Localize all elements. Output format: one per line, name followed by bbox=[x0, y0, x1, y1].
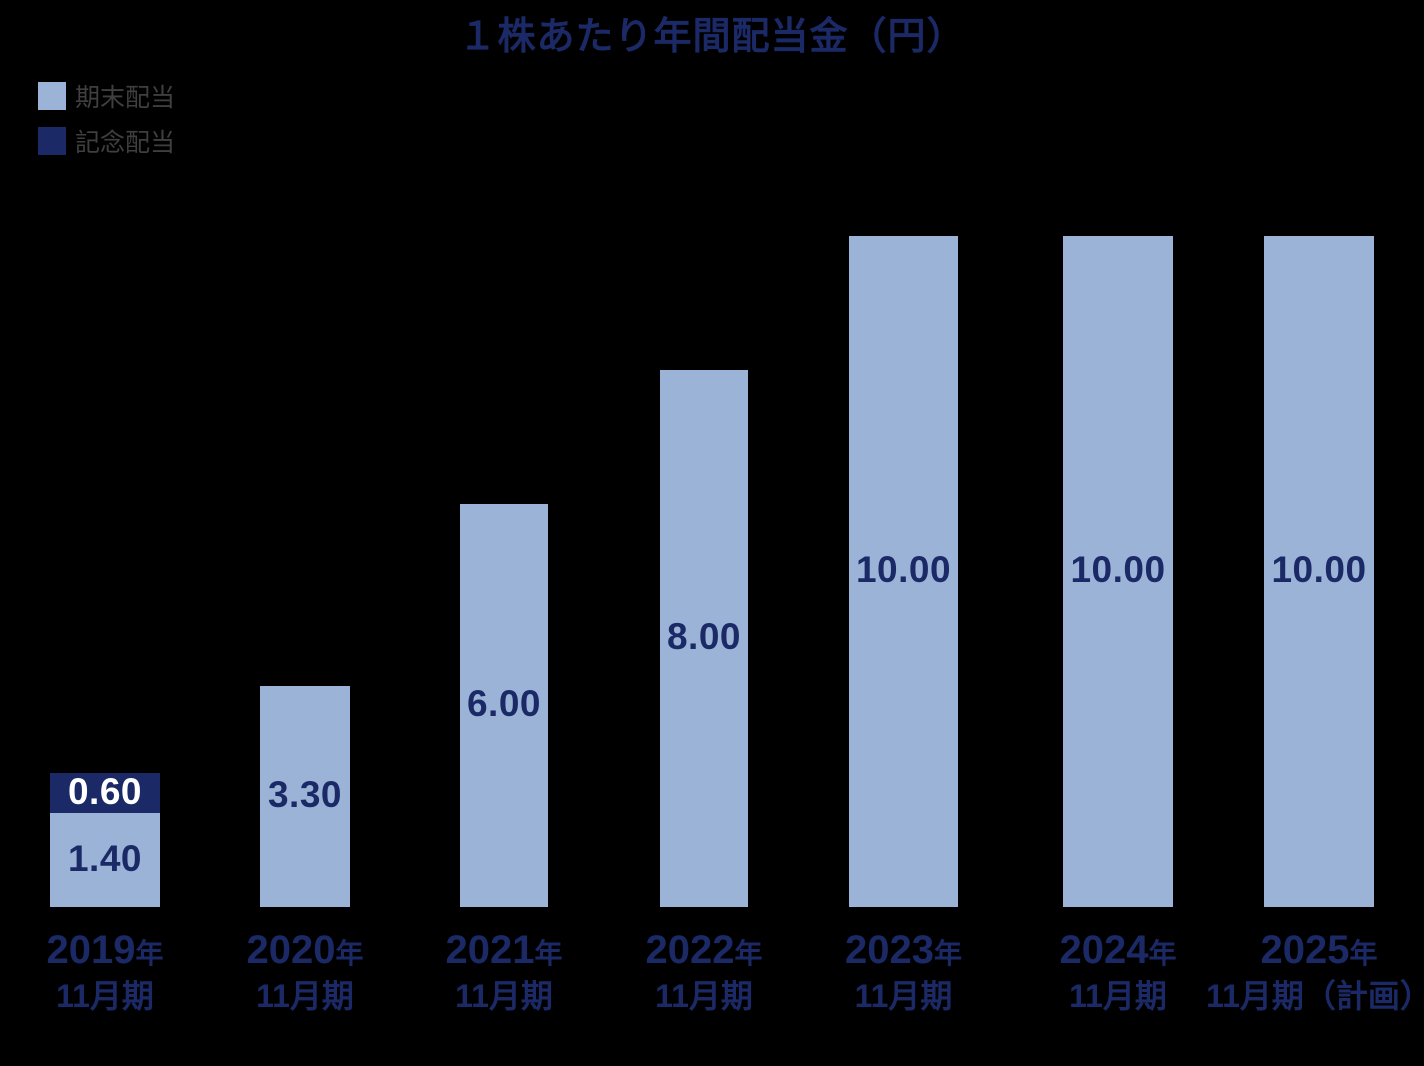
x-axis-period: 11月期 bbox=[854, 978, 953, 1014]
x-axis-period: 11月期 bbox=[1069, 978, 1167, 1014]
x-axis-year: 2023年 bbox=[845, 928, 962, 972]
bar-2022: 8.00 bbox=[660, 370, 748, 907]
bar-segment-final-dividend: 10.00 bbox=[1264, 236, 1374, 907]
bar-2020: 3.30 bbox=[260, 686, 350, 907]
x-axis-year: 2025年 bbox=[1260, 928, 1378, 972]
bar-segment-final-dividend: 8.00 bbox=[660, 370, 748, 907]
x-axis-period: 11月期（計画） bbox=[1206, 978, 1424, 1014]
legend-label: 記念配当 bbox=[75, 129, 176, 157]
bar-value-label: 3.30 bbox=[267, 774, 342, 815]
x-axis-label-2023: 2023年 11月期 bbox=[774, 928, 1034, 1014]
bar-value-label: 6.00 bbox=[466, 683, 541, 724]
x-axis-period: 11月期 bbox=[655, 978, 753, 1014]
bar-2021: 6.00 bbox=[460, 504, 548, 907]
x-axis-year: 2019年 bbox=[46, 928, 164, 972]
x-axis-period: 11月期 bbox=[455, 978, 553, 1014]
x-axis-label-2019: 2019年 11月期 bbox=[0, 928, 235, 1014]
bar-value-label: 1.40 bbox=[67, 837, 142, 879]
legend-item-commemorative-dividend: 記念配当 bbox=[38, 127, 175, 157]
x-axis-label-2020: 2020年 11月期 bbox=[175, 928, 435, 1014]
bar-value-label: 10.00 bbox=[1070, 549, 1166, 590]
bar-value-label: 10.00 bbox=[855, 549, 952, 590]
bar-segment-final-dividend: 6.00 bbox=[460, 504, 548, 907]
bar-value-label: 8.00 bbox=[666, 616, 741, 657]
legend-label: 期末配当 bbox=[75, 84, 176, 112]
legend-swatch-commemorative-dividend bbox=[38, 127, 66, 155]
x-axis-label-2022: 2022年 11月期 bbox=[574, 928, 834, 1014]
x-axis-label-2024: 2024年 11月期 bbox=[988, 928, 1248, 1014]
bar-segment-final-dividend: 10.00 bbox=[849, 236, 958, 907]
x-axis-period: 11月期 bbox=[56, 978, 154, 1014]
chart-title: １株あたり年間配当金（円） bbox=[458, 16, 966, 58]
bar-segment-final-dividend: 10.00 bbox=[1063, 236, 1173, 907]
x-axis-year: 2024年 bbox=[1059, 928, 1177, 972]
bar-segment-commemorative-dividend: 0.60 bbox=[50, 773, 160, 813]
x-axis-year: 2021年 bbox=[445, 928, 563, 972]
legend-item-final-dividend: 期末配当 bbox=[38, 82, 175, 112]
x-axis-label-2025: 2025年 11月期（計画） bbox=[1189, 928, 1424, 1014]
bar-2025: 10.00 bbox=[1264, 236, 1374, 907]
bar-2024: 10.00 bbox=[1063, 236, 1173, 907]
bar-2023: 10.00 bbox=[849, 236, 958, 907]
x-axis-label-2021: 2021年 11月期 bbox=[374, 928, 634, 1014]
bar-2019: 1.40 0.60 bbox=[50, 773, 160, 907]
bar-segment-final-dividend: 3.30 bbox=[260, 686, 350, 907]
x-axis-year: 2022年 bbox=[645, 928, 763, 972]
bar-segment-final-dividend: 1.40 bbox=[50, 813, 160, 907]
legend: 期末配当 記念配当 bbox=[38, 82, 175, 172]
x-axis-period: 11月期 bbox=[256, 978, 354, 1014]
legend-swatch-final-dividend bbox=[38, 82, 66, 110]
bar-value-label: 0.60 bbox=[67, 770, 142, 812]
bar-value-label: 10.00 bbox=[1271, 549, 1367, 590]
x-axis-year: 2020年 bbox=[246, 928, 364, 972]
